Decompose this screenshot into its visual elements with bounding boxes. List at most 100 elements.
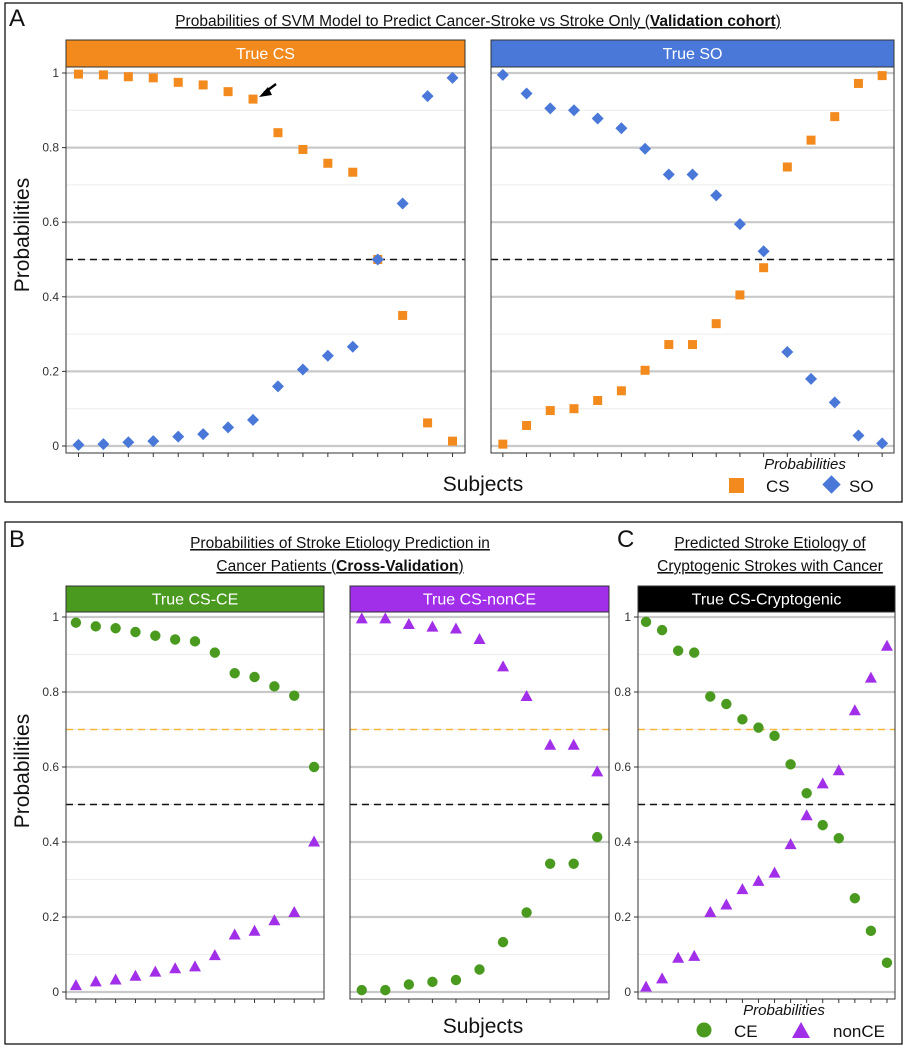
panel-a-title: Probabilities of SVM Model to Predict Ca… [175,13,781,30]
point-nonce-2-1 [89,975,102,987]
point-cs-0-2 [123,72,133,82]
strip-3 [349,585,610,613]
point-ce-3-8 [544,858,556,869]
ytick-label-4: 0 [624,985,631,999]
point-nonce-3-6 [497,660,510,672]
ytick-label-0: 0.8 [42,141,59,155]
point-nonce-4-6 [736,883,749,895]
point-so-1-0 [496,68,509,81]
point-nonce-4-7 [752,874,765,886]
panel-a-xlabel: Subjects [443,473,524,496]
point-nonce-4-5 [720,898,733,910]
point-so-1-1 [520,87,533,100]
ytick-label-2: 0.6 [42,760,59,774]
legend-cs-swatch [729,478,744,493]
point-so-1-12 [781,346,794,359]
ytick-label-2: 0.8 [42,685,59,699]
panel-b-letter: B [9,526,25,553]
point-ce-4-5 [721,698,732,710]
ytick-label-2: 1 [52,610,59,624]
point-ce-2-5 [169,634,181,645]
ytick-label-4: 0.6 [614,760,631,774]
point-ce-2-9 [249,671,260,683]
point-cs-1-4 [593,395,603,405]
point-so-0-3 [147,435,160,448]
strip-label-1: True SO [663,46,723,63]
arrow-annotation [259,83,277,97]
strip-label-2: True CS-CE [152,592,239,609]
point-cs-1-9 [711,319,721,329]
point-cs-1-8 [688,340,697,350]
plot-3: True CS-nonCE [349,585,610,1003]
point-so-1-8 [686,168,699,181]
point-nonce-3-8 [544,738,557,750]
point-ce-2-0 [70,617,82,628]
ytick-label-4: 0.8 [614,685,631,699]
point-cs-1-10 [735,290,745,300]
point-nonce-4-10 [800,809,813,821]
point-ce-4-3 [689,647,700,658]
point-cs-0-5 [198,80,208,90]
plots-layer: True CS 0 0.2 0.4 0.6 0.8 1 True SO True CS-CE 0 0… [42,39,896,1003]
ytick-label-0: 0.2 [42,364,59,378]
point-nonce-4-12 [832,764,845,776]
point-cs-1-3 [569,404,579,414]
point-ce-3-9 [568,858,579,869]
point-ce-3-6 [497,936,509,948]
point-cs-1-14 [830,112,840,122]
strip-label-0: True CS [236,46,295,63]
legend-so-swatch [822,475,841,494]
point-cs-1-6 [640,365,650,375]
point-ce-4-14 [865,925,877,937]
point-so-0-15 [446,71,459,84]
legend-bc-title: Probabilities [743,1002,825,1019]
legend-a: Probabilities CS SO [729,456,874,496]
point-nonce-3-0 [355,612,368,624]
point-ce-4-6 [737,714,748,725]
point-ce-4-15 [881,957,893,968]
point-nonce-4-0 [640,980,653,992]
point-so-0-9 [296,363,309,376]
legend-nonce-label: nonCE [833,1022,885,1041]
point-nonce-2-11 [288,906,301,917]
ytick-label-4: 0.2 [614,910,631,924]
point-so-0-2 [122,436,135,449]
ytick-label-0: 0.6 [42,215,59,229]
strip-1 [490,39,895,68]
legend-ce-label: CE [734,1022,758,1041]
panel-bc-frame [4,521,903,1045]
point-nonce-4-9 [784,838,797,850]
point-cs-0-14 [423,418,433,428]
point-so-0-11 [346,340,359,353]
point-cs-1-1 [522,420,532,430]
point-cs-0-6 [223,87,233,97]
point-cs-1-2 [545,406,555,416]
point-cs-0-8 [273,128,283,138]
strip-4 [637,585,896,613]
point-so-0-4 [172,430,185,443]
point-so-1-16 [876,437,889,450]
panel-border-3 [349,611,610,1000]
point-ce-3-1 [380,984,391,996]
point-nonce-3-9 [567,738,580,750]
point-ce-2-7 [209,647,221,658]
panel-border-2 [65,611,325,1000]
point-so-1-2 [544,102,557,115]
point-nonce-2-7 [208,949,221,961]
point-so-1-7 [662,168,675,181]
panel-border-1 [490,66,895,454]
ytick-label-4: 0.4 [614,835,631,849]
point-so-1-3 [567,104,580,117]
panel-border-4 [637,611,896,1000]
panel-b-ylabel: Probabilities [11,714,34,828]
ytick-label-2: 0.2 [42,910,59,924]
point-ce-2-6 [189,636,201,647]
point-cs-1-11 [759,263,769,273]
point-nonce-2-4 [149,965,162,977]
point-cs-0-11 [348,167,358,177]
point-cs-0-1 [98,70,108,80]
point-cs-1-12 [782,162,792,172]
point-cs-1-16 [877,71,887,81]
point-ce-3-5 [474,964,485,975]
point-cs-0-10 [323,158,333,168]
